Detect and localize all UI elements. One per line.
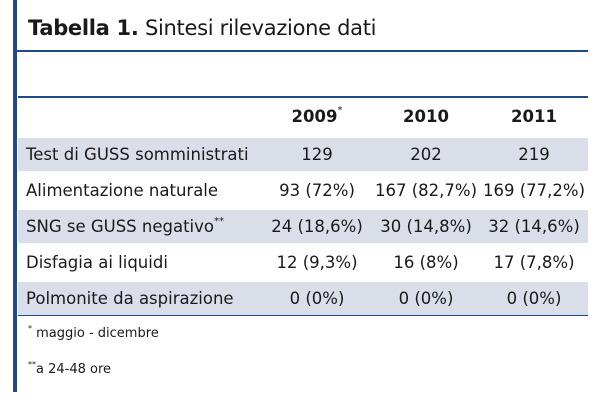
table-row: Alimentazione naturale 93 (72%) 167 (82,…	[18, 171, 588, 209]
cell-value: 0 (0%)	[372, 279, 480, 315]
cell-value: 202	[372, 135, 480, 173]
title-divider	[16, 50, 588, 52]
table-title-label: Tabella 1.	[28, 16, 139, 40]
cell-value: 0 (0%)	[262, 279, 372, 315]
table-header-row: 2009* 2010 2011	[18, 98, 588, 137]
row-label: Polmonite da aspirazione	[18, 279, 262, 315]
data-table: 2009* 2010 2011 Test di GUSS somministra…	[18, 98, 588, 315]
cell-value: 16 (8%)	[372, 243, 480, 281]
header-year-2011: 2011	[511, 107, 557, 126]
row-label: Disfagia ai liquidi	[18, 243, 262, 281]
table-row: Disfagia ai liquidi 12 (9,3%) 16 (8%) 17…	[18, 243, 588, 281]
footnote: **a 24-48 ore	[28, 360, 112, 377]
footnote: * maggio - dicembre	[28, 324, 159, 341]
cell-value: 0 (0%)	[480, 279, 588, 315]
cell-value: 32 (14,6%)	[480, 207, 588, 245]
cell-value: 17 (7,8%)	[480, 243, 588, 281]
cell-value: 169 (77,2%)	[480, 171, 588, 209]
table-row: SNG se GUSS negativo** 24 (18,6%) 30 (14…	[18, 207, 588, 245]
cell-value: 24 (18,6%)	[262, 207, 372, 245]
row-label: Alimentazione naturale	[18, 171, 262, 209]
table-title: Tabella 1. Sintesi rilevazione dati	[28, 16, 377, 40]
cell-value: 12 (9,3%)	[262, 243, 372, 281]
row-label: Test di GUSS somministrati	[18, 135, 262, 173]
cell-value: 30 (14,8%)	[372, 207, 480, 245]
table-row: Test di GUSS somministrati 129 202 219	[18, 135, 588, 173]
header-year-2009: 2009*	[291, 105, 343, 126]
table-top-rule	[18, 96, 588, 98]
accent-bar	[13, 0, 17, 392]
table-bottom-rule	[18, 315, 588, 316]
cell-value: 93 (72%)	[262, 171, 372, 209]
header-label-cell	[18, 98, 262, 137]
table-row: Polmonite da aspirazione 0 (0%) 0 (0%) 0…	[18, 279, 588, 315]
row-label: SNG se GUSS negativo**	[18, 207, 262, 245]
header-year-2010: 2010	[403, 107, 449, 126]
table-title-text: Sintesi rilevazione dati	[144, 16, 377, 40]
cell-value: 129	[262, 135, 372, 173]
cell-value: 167 (82,7%)	[372, 171, 480, 209]
cell-value: 219	[480, 135, 588, 173]
